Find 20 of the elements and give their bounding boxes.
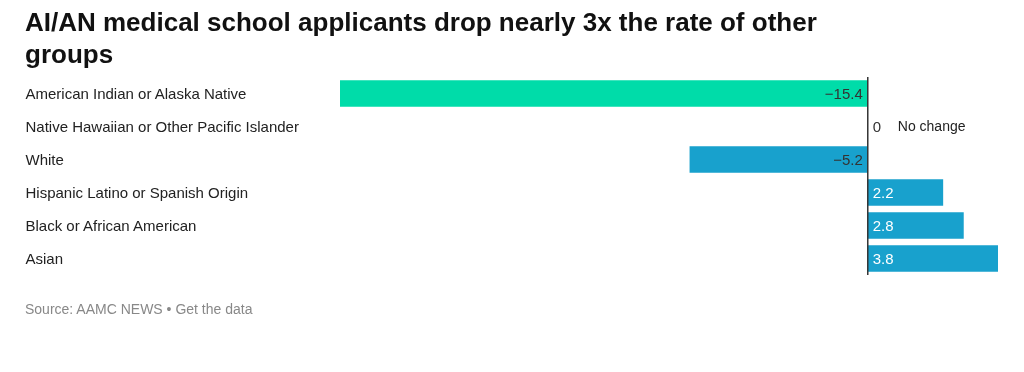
annotation: No change (897, 117, 966, 134)
y-tick-label: Black or African American (25, 216, 197, 234)
data-label: 3.8 (872, 249, 894, 267)
bar (689, 146, 868, 173)
data-label: 0 (872, 117, 882, 135)
y-tick-label: Asian (25, 249, 64, 267)
data-label: 2.2 (872, 183, 894, 201)
y-tick-label: Native Hawaiian or Other Pacific Islander (25, 117, 299, 135)
bar (867, 179, 944, 206)
y-tick-label: White (25, 150, 64, 168)
data-label: −15.4 (824, 84, 863, 102)
data-label: 2.8 (872, 216, 894, 234)
bar (340, 80, 868, 107)
y-tick-label: Hispanic Latino or Spanish Origin (25, 183, 249, 201)
chart-title: AI/AN medical school applicants drop nearly 3x the rate of other groups (25, 7, 817, 70)
bar (867, 245, 998, 272)
y-tick-label: American Indian or Alaska Native (25, 84, 247, 102)
bar (867, 212, 964, 239)
source-note: Source: AAMC NEWS • Get the data (25, 301, 253, 317)
data-label: −5.2 (833, 150, 863, 168)
